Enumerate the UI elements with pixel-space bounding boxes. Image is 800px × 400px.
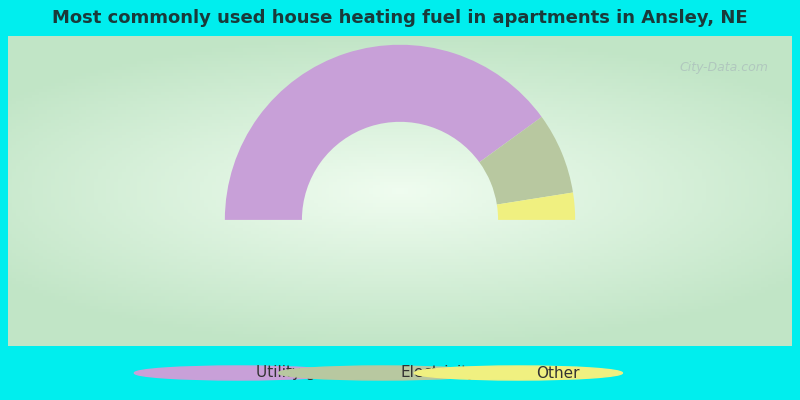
Text: City-Data.com: City-Data.com — [680, 61, 769, 74]
Circle shape — [414, 366, 622, 380]
Circle shape — [134, 366, 342, 380]
Text: Other: Other — [536, 366, 579, 380]
Wedge shape — [479, 117, 573, 204]
Circle shape — [278, 366, 486, 380]
Text: Electricity: Electricity — [400, 366, 476, 380]
Wedge shape — [497, 192, 575, 220]
Text: Most commonly used house heating fuel in apartments in Ansley, NE: Most commonly used house heating fuel in… — [52, 9, 748, 27]
Wedge shape — [225, 45, 542, 220]
Text: Utility gas: Utility gas — [256, 366, 333, 380]
